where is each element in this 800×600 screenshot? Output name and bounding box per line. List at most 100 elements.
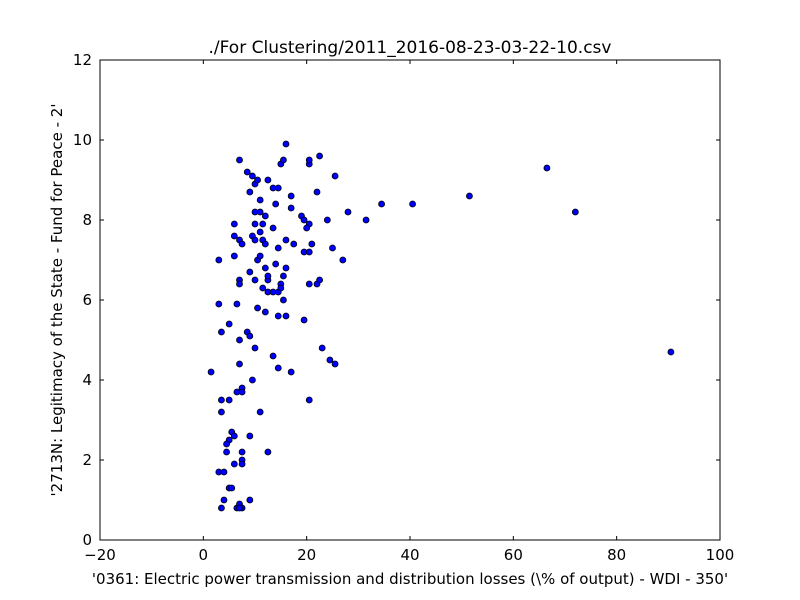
data-point	[251, 236, 259, 244]
data-point	[218, 396, 225, 404]
data-point	[238, 388, 246, 396]
data-point	[236, 504, 243, 512]
data-point	[249, 172, 256, 180]
y-tick-label: 0	[82, 531, 92, 549]
data-point	[274, 244, 282, 252]
data-point	[236, 280, 243, 288]
data-point	[233, 300, 241, 308]
data-point	[331, 360, 339, 368]
data-point	[326, 356, 334, 364]
data-point	[254, 176, 261, 184]
y-axis-label: '2713N: Legitimacy of the State - Fund f…	[48, 104, 66, 497]
data-point	[218, 408, 225, 416]
y-tick-label: 10	[73, 131, 92, 149]
x-tick-label: 100	[706, 546, 735, 564]
data-points	[207, 140, 675, 512]
data-point	[274, 312, 282, 320]
data-point	[261, 240, 269, 248]
data-point	[280, 156, 287, 164]
data-point	[243, 168, 251, 176]
data-point	[246, 188, 254, 196]
data-point	[543, 164, 551, 172]
data-point	[215, 300, 223, 308]
data-point	[378, 200, 385, 208]
data-point	[269, 224, 277, 232]
data-point	[409, 200, 416, 208]
data-point	[305, 248, 313, 256]
data-point	[246, 332, 254, 340]
x-tick-label: 0	[199, 546, 209, 564]
data-point	[362, 216, 370, 224]
data-point	[220, 496, 228, 504]
data-point	[218, 328, 225, 336]
data-point	[571, 208, 579, 216]
data-point	[223, 440, 230, 448]
data-point	[272, 260, 280, 268]
data-point	[220, 468, 228, 476]
data-point	[236, 360, 243, 368]
y-tick-label: 4	[82, 371, 92, 389]
data-point	[269, 352, 277, 360]
data-point	[251, 220, 259, 228]
data-point	[316, 152, 323, 160]
data-point	[280, 296, 287, 304]
data-point	[261, 264, 269, 272]
data-point	[287, 192, 295, 200]
data-point	[264, 272, 272, 280]
data-point	[238, 448, 246, 456]
x-tick-label: −20	[84, 546, 116, 564]
data-point	[282, 140, 290, 148]
data-point	[282, 236, 290, 244]
data-point	[316, 276, 323, 284]
data-point	[339, 256, 347, 264]
plot-background	[100, 60, 720, 540]
data-point	[230, 432, 238, 440]
x-tick-label: 80	[607, 546, 626, 564]
data-point	[300, 216, 308, 224]
data-point	[305, 280, 313, 288]
data-point	[256, 228, 264, 236]
data-point	[223, 448, 230, 456]
data-point	[331, 172, 339, 180]
data-point	[303, 224, 311, 232]
data-point	[238, 460, 246, 468]
data-point	[230, 232, 238, 240]
data-point	[238, 240, 246, 248]
plot-frame	[99, 59, 721, 541]
data-point	[323, 216, 331, 224]
data-point	[264, 176, 272, 184]
data-point	[300, 316, 308, 324]
data-point	[225, 320, 233, 328]
data-point	[667, 348, 675, 356]
data-point	[264, 448, 272, 456]
data-point	[256, 208, 264, 216]
data-point	[308, 240, 316, 248]
data-point	[236, 156, 243, 164]
data-point	[261, 308, 269, 316]
data-point	[305, 396, 313, 404]
y-tick-label: 8	[82, 211, 92, 229]
y-tick-label: 6	[82, 291, 92, 309]
data-point	[344, 208, 352, 216]
data-point	[280, 272, 287, 280]
data-point	[225, 396, 233, 404]
data-point	[274, 184, 282, 192]
data-point	[282, 312, 290, 320]
data-point	[290, 240, 298, 248]
data-point	[254, 304, 261, 312]
data-point	[218, 504, 225, 512]
y-tick-label: 12	[73, 51, 92, 69]
data-point	[249, 376, 256, 384]
data-point	[305, 156, 313, 164]
data-point	[256, 408, 264, 416]
data-point	[287, 204, 295, 212]
data-point	[246, 432, 254, 440]
data-point	[274, 364, 282, 372]
data-point	[259, 284, 267, 292]
y-axis-ticks: 0 2 4 6 8 10 12	[73, 51, 720, 549]
data-point	[259, 220, 267, 228]
data-point	[318, 344, 326, 352]
data-point	[282, 264, 290, 272]
data-point	[287, 368, 295, 376]
data-point	[256, 196, 264, 204]
